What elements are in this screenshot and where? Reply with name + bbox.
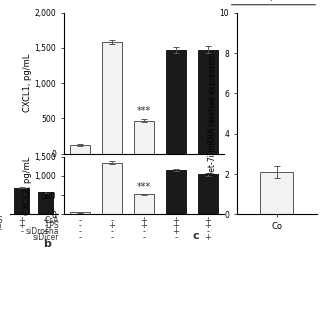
- Bar: [198, 50, 218, 154]
- Y-axis label: CXCL2, pg/mL: CXCL2, pg/mL: [23, 156, 32, 215]
- Text: +: +: [204, 216, 212, 225]
- Text: siDicer: siDicer: [0, 227, 2, 236]
- Text: -: -: [78, 216, 82, 225]
- Text: +: +: [204, 221, 212, 230]
- Text: -: -: [174, 233, 178, 242]
- Bar: [70, 145, 90, 154]
- Text: -: -: [142, 227, 146, 236]
- Text: +: +: [140, 221, 148, 230]
- Bar: [102, 163, 122, 214]
- Text: -: -: [142, 233, 146, 242]
- Text: +: +: [172, 227, 180, 236]
- Text: +: +: [18, 221, 25, 230]
- Bar: [102, 42, 122, 154]
- Y-axis label: let-7i mRNA relative expression: let-7i mRNA relative expression: [208, 53, 217, 174]
- Text: b: b: [43, 239, 51, 249]
- Bar: [38, 192, 53, 214]
- Text: -: -: [78, 227, 82, 236]
- Text: mpk0: mpk0: [262, 0, 285, 1]
- Text: ***: ***: [137, 106, 151, 116]
- Text: -: -: [110, 233, 114, 242]
- Bar: [166, 170, 186, 214]
- Text: +: +: [108, 221, 116, 230]
- Bar: [70, 212, 90, 214]
- Text: siDrosha: siDrosha: [26, 227, 59, 236]
- Text: +: +: [140, 216, 148, 225]
- Text: +: +: [172, 221, 180, 230]
- Text: -: -: [20, 227, 23, 236]
- Text: +: +: [18, 216, 25, 225]
- Text: +: +: [172, 216, 180, 225]
- Bar: [134, 195, 154, 214]
- Text: ***: ***: [137, 182, 151, 192]
- Y-axis label: CXCL1, pg/mL: CXCL1, pg/mL: [23, 54, 32, 112]
- Text: +: +: [42, 227, 49, 236]
- Bar: [134, 121, 154, 154]
- Text: +: +: [42, 216, 49, 225]
- Text: siDrosha: siDrosha: [0, 221, 2, 230]
- Text: -: -: [110, 216, 114, 225]
- Text: -: -: [206, 227, 210, 236]
- Text: c: c: [193, 230, 199, 241]
- Text: +: +: [204, 233, 212, 242]
- Text: -: -: [44, 221, 47, 230]
- Text: -: -: [110, 227, 114, 236]
- Text: -: -: [78, 221, 82, 230]
- Bar: [198, 174, 218, 214]
- Bar: [14, 188, 29, 214]
- Text: CsA: CsA: [45, 216, 59, 225]
- Text: LPS: LPS: [45, 221, 59, 230]
- Text: -: -: [78, 233, 82, 242]
- Bar: [166, 50, 186, 154]
- Text: LPS: LPS: [0, 216, 2, 225]
- Bar: [260, 172, 293, 214]
- Text: siDicer: siDicer: [33, 233, 59, 242]
